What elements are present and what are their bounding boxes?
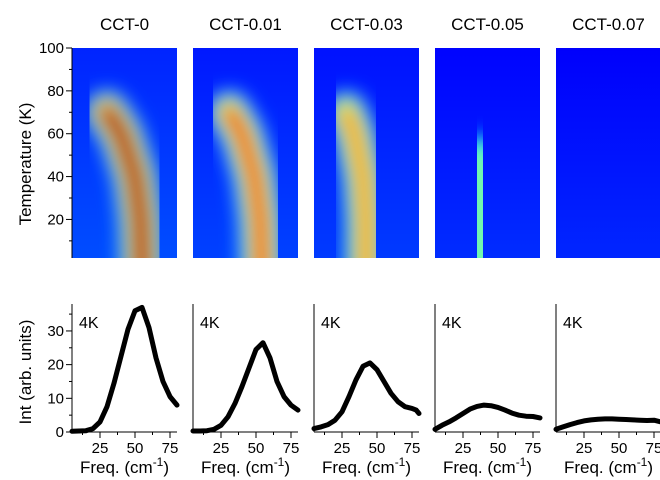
spectrum-y-tick-label: 0: [56, 424, 64, 441]
panel-titles: CCT-0 CCT-0.01 CCT-0.03 CCT-0.05 CCT-0.07: [100, 15, 645, 34]
spectrum-temperature-label: 4K: [442, 315, 462, 332]
heatmap-intensity: [457, 134, 503, 258]
spectrum-plot-area: [435, 304, 540, 432]
spectrum-x-tick-label: 25: [334, 440, 351, 457]
spectrum-line: [69, 304, 180, 434]
spectrum-temperature-label: 4K: [200, 315, 220, 332]
spectrum-x-tick-label: 75: [525, 440, 542, 457]
spectra-y-label: Int (arb. units): [16, 320, 35, 425]
heatmap-y-label: Temperature (K): [16, 103, 35, 226]
spectrum-x-tick-label: 25: [92, 440, 109, 457]
heatmap-intensity: [208, 91, 283, 258]
spectrum-y-tick-label: 20: [47, 357, 64, 374]
heatmap-intensity: [86, 91, 163, 258]
spectrum-x-tick-label: 50: [248, 440, 265, 457]
spectrum-line: [190, 340, 301, 434]
heatmap-y-tick-label: 100: [39, 40, 64, 57]
panel-title-cct-0-07: CCT-0.07: [572, 15, 645, 34]
heatmap-intensity: [325, 91, 387, 258]
spectrum-x-tick-label: 50: [369, 440, 386, 457]
spectrum-y-tick-label: 30: [47, 323, 64, 340]
heatmap-ridge: [102, 107, 147, 258]
spectrum-x-label: Freq. (cm-1): [80, 455, 169, 477]
spectrum-x-label: Freq. (cm-1): [564, 455, 653, 477]
panel-title-cct-0-03: CCT-0.03: [330, 15, 403, 34]
spectrum-x-label: Freq. (cm-1): [322, 455, 411, 477]
spectrum-line: [553, 416, 660, 432]
heatmap-y-tick-label: 40: [47, 169, 64, 186]
heatmap-ridge: [473, 150, 486, 258]
spectrum-x-tick-label: 75: [162, 440, 179, 457]
spectrum-line: [311, 360, 422, 432]
panel-title-cct-0-01: CCT-0.01: [209, 15, 282, 34]
spectrum-x-tick-label: 50: [127, 440, 144, 457]
heatmap-cct-0-01: [193, 48, 298, 258]
heatmap-y-tick-label: 60: [47, 126, 64, 143]
spectrum-temperature-label: 4K: [563, 315, 583, 332]
spectrum-temperature-label: 4K: [79, 315, 99, 332]
panel-title-cct-0: CCT-0: [100, 15, 149, 34]
spectrum-x-tick-label: 25: [576, 440, 593, 457]
spectrum-x-tick-label: 75: [646, 440, 660, 457]
spectrum-x-label: Freq. (cm-1): [201, 455, 290, 477]
spectrum-x-tick-label: 25: [213, 440, 230, 457]
spectrum-cct-0-05: 25 50 75 4K Freq. (cm-1): [432, 304, 543, 477]
spectrum-x-label: Freq. (cm-1): [443, 455, 532, 477]
spectrum-plot-area: [314, 304, 419, 432]
heatmap-cct-0-05: [435, 48, 540, 258]
spectrum-x-tick-label: 50: [490, 440, 507, 457]
spectrum-cct-0: 25 50 75 4K Freq. (cm-1): [69, 304, 180, 477]
heatmap-ridge: [341, 107, 371, 258]
spectrum-cct-0-03: 25 50 75 4K Freq. (cm-1): [311, 304, 422, 477]
spectrum-plot-area: [556, 304, 660, 432]
heatmap-ridge: [224, 107, 267, 258]
spectrum-y-tick-label: 10: [47, 390, 64, 407]
spectrum-plot-area: [193, 304, 298, 432]
spectrum-x-tick-label: 75: [283, 440, 300, 457]
spectrum-cct-0-07: 25 50 75 4K Freq. (cm-1): [553, 304, 660, 477]
spectrum-cct-0-01: 25 50 75 4K Freq. (cm-1): [190, 304, 301, 477]
spectrum-x-tick-label: 50: [611, 440, 628, 457]
spectrum-line: [432, 402, 543, 432]
spectrum-temperature-label: 4K: [321, 315, 341, 332]
spectra-y-axis: 0 10 20 30: [47, 313, 72, 441]
spectrum-x-tick-label: 75: [404, 440, 421, 457]
heatmap-cct-0-07: [556, 48, 660, 258]
heatmap-y-tick-label: 20: [47, 211, 64, 228]
panel-title-cct-0-05: CCT-0.05: [451, 15, 524, 34]
heatmap-cct-0-03: [314, 48, 419, 258]
heatmap-y-axis: 20 40 60 80 100: [39, 40, 73, 258]
heatmap-cct-0: [72, 48, 177, 258]
spectrum-x-tick-label: 25: [455, 440, 472, 457]
heatmap-y-tick-label: 80: [47, 83, 64, 100]
heatmap-row: [72, 48, 660, 258]
